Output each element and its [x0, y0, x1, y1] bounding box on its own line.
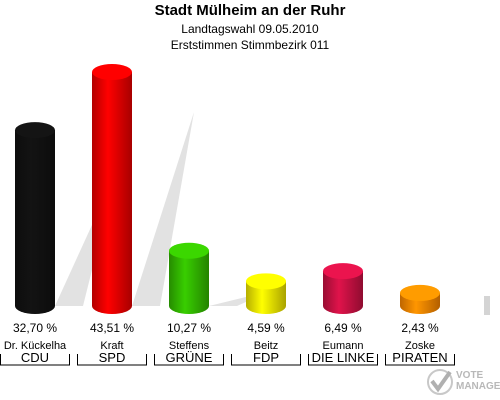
value-label: 2,43 % — [401, 321, 439, 335]
bar-spd — [92, 64, 132, 314]
bar-grüne — [169, 242, 209, 314]
category-label: PIRATEN — [392, 350, 447, 365]
bar-cdu — [15, 122, 55, 314]
bar-shadow-2 — [209, 290, 271, 306]
chart-title: Stadt Mülheim an der Ruhr — [154, 2, 346, 19]
candidate-label: Eumann — [323, 340, 364, 352]
category-bracket — [308, 354, 378, 366]
value-label: 10,27 % — [167, 321, 211, 335]
category-bracket — [154, 354, 224, 366]
bar-die-linke — [323, 263, 363, 314]
category-bracket — [0, 354, 70, 366]
value-label: 4,59 % — [247, 321, 285, 335]
category-label: DIE LINKE — [312, 350, 375, 365]
candidate-label: Steffens — [169, 340, 210, 352]
candidate-label: Dr. Kückelha — [4, 340, 67, 352]
category-label: CDU — [21, 350, 49, 365]
category-bracket — [385, 354, 455, 366]
logo-line-1: VOTE — [456, 370, 484, 381]
category-bracket — [231, 354, 301, 366]
category-label: SPD — [99, 350, 126, 365]
value-label: 43,51 % — [90, 321, 134, 335]
category-bracket — [77, 354, 147, 366]
bar-fdp — [246, 273, 286, 314]
candidate-label: Zoske — [405, 340, 435, 352]
bar-shadow-1 — [132, 112, 194, 306]
candidate-label: Kraft — [100, 340, 123, 352]
candidate-label: Beitz — [254, 340, 278, 352]
value-label: 32,70 % — [13, 321, 57, 335]
vote-manager-logo: VOTE MANAGER — [426, 366, 500, 400]
category-label: FDP — [253, 350, 279, 365]
logo-line-2: MANAGER — [456, 381, 500, 392]
bar-piraten — [400, 284, 440, 314]
chart-subtitle-district: Erststimmen Stimmbezirk 011 — [170, 38, 330, 52]
chart-subtitle-election: Landtagswahl 09.05.2010 — [181, 22, 319, 36]
value-label: 6,49 % — [324, 321, 362, 335]
checkmark-logo-icon — [427, 369, 453, 395]
category-label: GRÜNE — [166, 350, 213, 365]
